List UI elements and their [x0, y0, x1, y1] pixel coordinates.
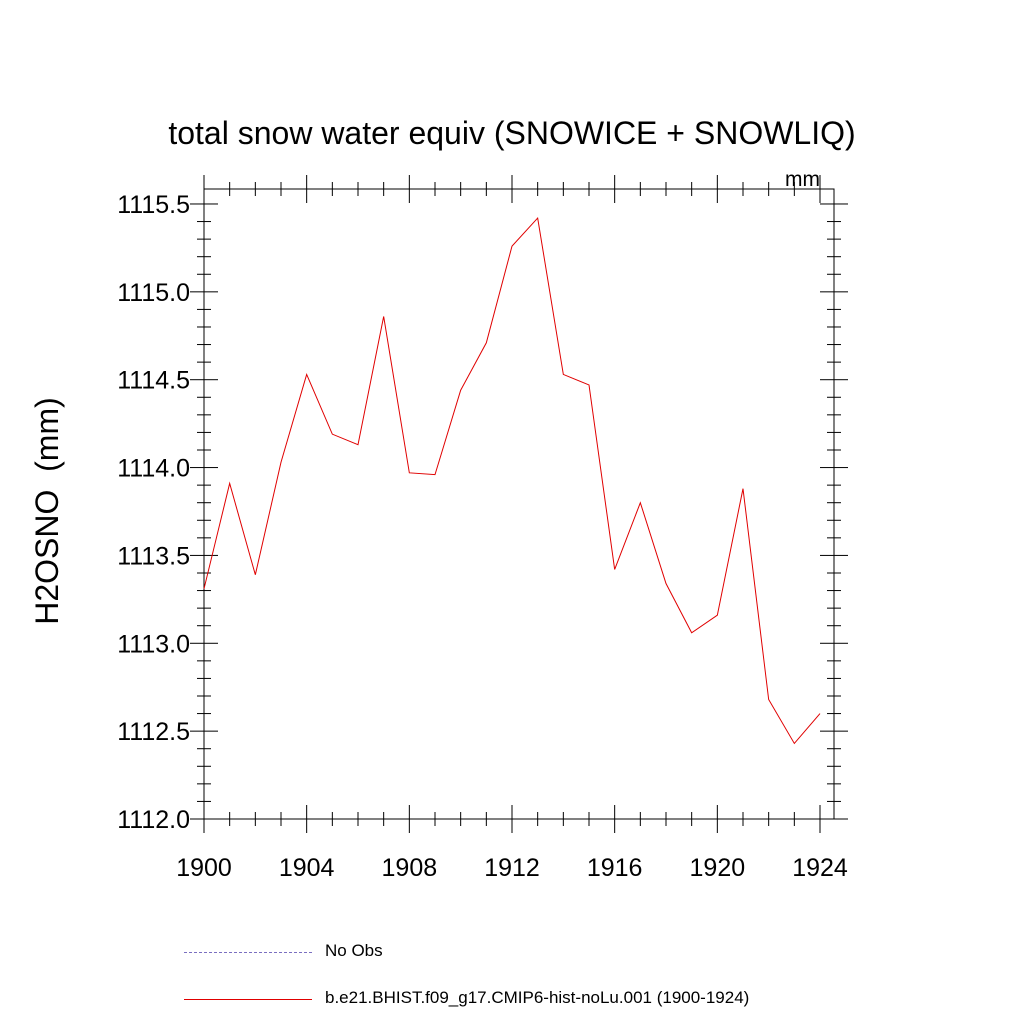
legend-label-model: b.e21.BHIST.f09_g17.CMIP6-hist-noLu.001 …	[325, 988, 750, 1007]
series-line	[203, 216, 821, 745]
units-label: mm	[785, 168, 820, 191]
x-tick-label: 1916	[587, 854, 643, 882]
legend-item-no-obs: No Obs	[184, 938, 984, 968]
legend-solid-line	[184, 999, 312, 1000]
x-tick-label: 1900	[176, 854, 232, 882]
y-tick-label: 1113.0	[117, 630, 190, 658]
x-tick-label: 1908	[382, 854, 438, 882]
legend-label-no-obs: No Obs	[325, 941, 383, 960]
y-tick-label: 1115.5	[117, 191, 190, 219]
plot-frame	[203, 188, 835, 820]
chart-title: total snow water equiv (SNOWICE + SNOWLI…	[168, 115, 855, 151]
legend-item-model: b.e21.BHIST.f09_g17.CMIP6-hist-noLu.001 …	[184, 985, 984, 1015]
x-tick-label: 1924	[792, 854, 848, 882]
axis-ticks	[190, 175, 848, 833]
y-tick-label: 1115.0	[117, 279, 190, 307]
y-tick-label: 1112.0	[117, 806, 190, 834]
y-axis-label: H2OSNO (mm)	[29, 397, 65, 625]
axis-tick-labels: 1900 1904 1908 1912 1916 1920 1924 1112.0 1112.5…	[117, 191, 848, 882]
x-tick-label: 1912	[484, 854, 540, 882]
legend-dashed-line	[184, 952, 312, 953]
x-tick-label: 1904	[279, 854, 335, 882]
y-tick-label: 1114.0	[117, 455, 190, 483]
series-layer	[203, 216, 821, 745]
y-tick-label: 1114.5	[117, 367, 190, 395]
y-tick-label: 1113.5	[117, 542, 190, 570]
x-tick-label: 1920	[690, 854, 746, 882]
y-tick-label: 1112.5	[117, 718, 190, 746]
